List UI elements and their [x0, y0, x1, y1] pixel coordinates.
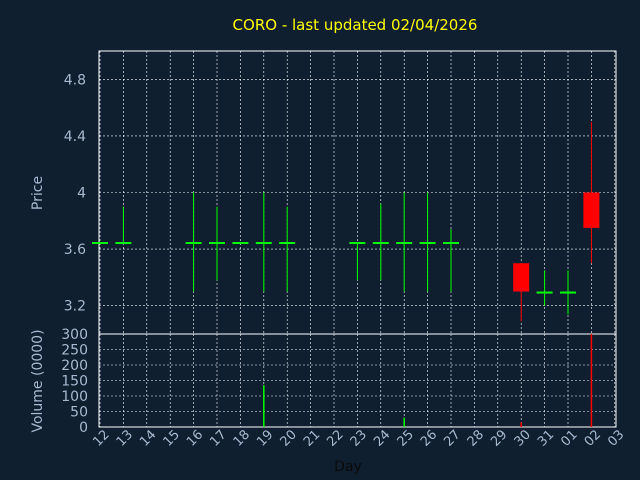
volume-tick-label: 0 [79, 420, 88, 436]
candle [185, 192, 202, 292]
candle [92, 242, 108, 245]
candle [443, 229, 459, 292]
chart-title: CORO - last updated 02/04/2026 [233, 16, 478, 34]
candle-body [185, 242, 202, 245]
candle [279, 206, 296, 292]
volume-tick-label: 200 [61, 358, 88, 374]
candle-body [232, 242, 249, 245]
price-tick-label: 3.6 [64, 242, 86, 258]
candle [560, 270, 576, 315]
price-axis-label: Price [30, 176, 46, 210]
candle-body [349, 242, 366, 245]
price-tick-label: 4 [77, 186, 86, 202]
volume-tick-label: 100 [61, 389, 88, 405]
volume-grid [99, 333, 616, 428]
candle-body [513, 263, 530, 292]
candles [92, 121, 600, 322]
candle-body [255, 242, 272, 245]
candle-body [209, 242, 225, 245]
candle-body [443, 242, 459, 245]
candle [209, 206, 225, 281]
candle [396, 192, 413, 292]
candle-body [396, 242, 413, 245]
candle [115, 206, 132, 245]
volume-tick-label: 300 [61, 327, 88, 343]
volume-bars [263, 334, 593, 427]
volume-tick-label: 50 [70, 405, 88, 421]
candle [419, 192, 436, 292]
volume-tick-label: 150 [61, 374, 88, 390]
candle [536, 270, 553, 306]
price-y-axis: 3.2 3.6 4 4.4 4.8 [64, 72, 86, 314]
volume-tick-label: 250 [61, 343, 88, 359]
candle-body [372, 242, 389, 245]
candle [372, 203, 389, 281]
candle-body [92, 242, 108, 245]
x-axis-ticks: 12 13 14 15 16 17 18 19 20 21 22 23 24 25 26 27 28 29 30 31… [90, 427, 627, 449]
candle [349, 242, 366, 281]
price-panel: 3.2 3.6 4 4.4 4.8 Price [30, 50, 617, 335]
candle [583, 121, 600, 264]
price-tick-label: 3.2 [64, 299, 86, 315]
candle-body [279, 242, 296, 245]
candle-body [583, 192, 600, 228]
candle [232, 242, 249, 245]
candle-body [419, 242, 436, 245]
candle-body [560, 291, 576, 294]
candle [513, 263, 530, 322]
price-tick-label: 4.8 [64, 72, 86, 88]
candle-body [536, 291, 553, 294]
x-axis-label: Day [334, 459, 362, 475]
candle-body [115, 242, 132, 245]
candle [255, 192, 272, 292]
price-tick-label: 4.4 [64, 129, 86, 145]
volume-axis-label: Volume (0000) [30, 329, 46, 432]
